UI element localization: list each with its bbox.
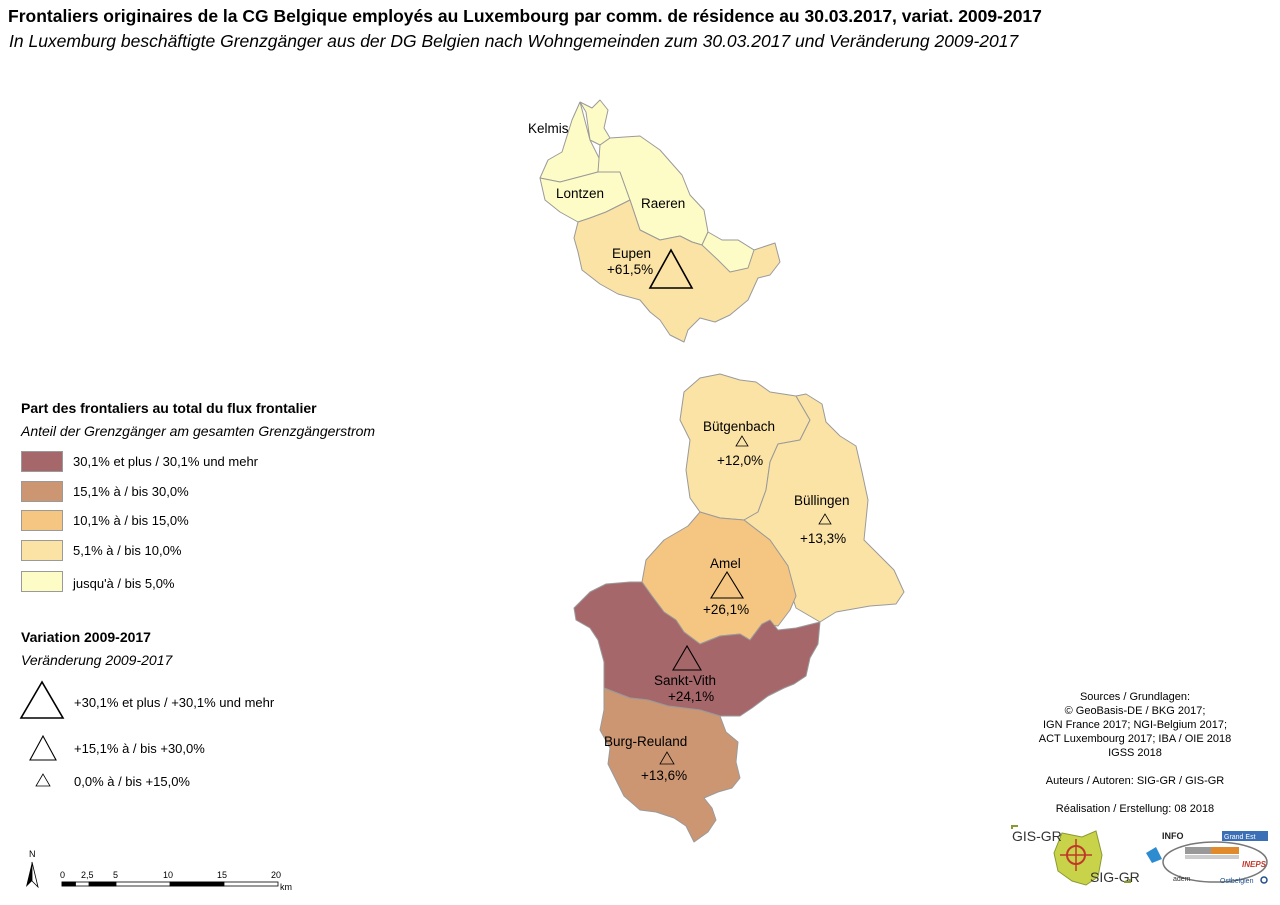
realisation-line: Réalisation / Erstellung: 08 2018: [1055, 803, 1215, 815]
legend-swatch-15-30: [21, 481, 63, 502]
map-title-fr: Frontaliers originaires de la CG Belgiqu…: [8, 6, 1042, 26]
label-amel: Amel: [710, 556, 741, 571]
legend-swatch-0-5: [21, 571, 63, 592]
commune-raeren-east[interactable]: [701, 231, 755, 273]
legend-label-large: +30,1% et plus / +30,1% und mehr: [74, 695, 275, 710]
label-buetgenbach: Bütgenbach: [703, 419, 775, 434]
triangle-burg-reuland: [659, 751, 675, 765]
commune-buellingen[interactable]: [743, 393, 905, 623]
triangle-buellingen: [818, 513, 832, 525]
gis-gr-logo-icon: GIS-GR SIG-GR: [1011, 825, 1140, 886]
legend-variation-title: Variation 2009-2017: [21, 629, 151, 645]
label-sankt-vith: Sankt-Vith: [654, 673, 716, 688]
legend-swatch-5-10: [21, 540, 63, 561]
label-kelmis: Kelmis: [528, 121, 569, 136]
label-buellingen: Büllingen: [794, 493, 850, 508]
scale-tick-10: 10: [163, 870, 173, 880]
legend-share-title: Part des frontaliers au total du flux fr…: [21, 400, 317, 416]
ostbelgien-logo-text: Ostbelgien: [1220, 878, 1254, 885]
authors-line: Auteurs / Autoren: SIG-GR / GIS-GR: [1045, 775, 1225, 787]
sources-line-5: IGSS 2018: [1108, 747, 1162, 759]
legend-large-triangle-icon: [19, 680, 65, 719]
map-title-de: In Luxemburg beschäftigte Grenzgänger au…: [9, 31, 1019, 51]
ineps-logo-text: INEPS: [1242, 860, 1267, 869]
variation-burg-reuland: +13,6%: [641, 768, 687, 783]
sources-line-3: IGN France 2017; NGI-Belgium 2017;: [1042, 719, 1228, 731]
variation-eupen: +61,5%: [607, 262, 653, 277]
adem-logo-text: adem: [1173, 876, 1191, 883]
legend-label-small: 0,0% à / bis +15,0%: [74, 774, 190, 789]
label-burg-reuland: Burg-Reuland: [604, 734, 687, 749]
sources-block: Sources / Grundlagen: © GeoBasis-DE / BK…: [1020, 690, 1250, 816]
variation-amel: +26,1%: [703, 602, 749, 617]
legend-medium-triangle-icon: [29, 734, 57, 761]
scale-tick-0: 0: [60, 870, 65, 880]
legend-label-5-10: 5,1% à / bis 10,0%: [73, 543, 182, 558]
legend-label-30plus: 30,1% et plus / 30,1% und mehr: [73, 454, 259, 469]
logos-block: GIS-GR SIG-GR INFO Grand Est INEPS adem …: [1011, 825, 1268, 886]
scale-tick-5: 5: [113, 870, 118, 880]
commune-eupen[interactable]: [573, 199, 781, 343]
gis-gr-text: GIS-GR: [1012, 828, 1062, 844]
scale-tick-2-5: 2,5: [81, 870, 94, 880]
legend-variation-subtitle: Veränderung 2009-2017: [21, 652, 173, 668]
triangle-amel: [710, 570, 744, 599]
commune-burg-reuland[interactable]: [599, 687, 741, 843]
grandest-logo-text: Grand Est: [1224, 834, 1256, 841]
legend-share-subtitle: Anteil der Grenzgänger am gesamten Grenz…: [21, 423, 376, 439]
scale-tick-15: 15: [217, 870, 227, 880]
legend-label-0-5: jusqu'à / bis 5,0%: [73, 576, 175, 591]
label-eupen: Eupen: [612, 246, 651, 261]
variation-sankt-vith: +24,1%: [668, 689, 714, 704]
legend-swatch-10-15: [21, 510, 63, 531]
variation-buellingen: +13,3%: [800, 531, 846, 546]
legend-label-medium: +15,1% à / bis +30,0%: [74, 741, 205, 756]
legend-label-15-30: 15,1% à / bis 30,0%: [73, 484, 189, 499]
sources-line-2: © GeoBasis-DE / BKG 2017;: [1064, 705, 1206, 717]
info-logo-text: INFO: [1162, 831, 1184, 841]
label-raeren: Raeren: [641, 196, 685, 211]
variation-buetgenbach: +12,0%: [717, 453, 763, 468]
scale-unit: km: [280, 882, 292, 892]
scale-tick-20: 20: [271, 870, 281, 880]
scale-bar: N 0 2,5 5 10 15 20 km: [26, 849, 292, 892]
triangle-eupen: [648, 248, 694, 289]
legend-label-10-15: 10,1% à / bis 15,0%: [73, 513, 189, 528]
triangle-buetgenbach: [735, 435, 749, 447]
label-lontzen: Lontzen: [556, 186, 604, 201]
triangle-sankt-vith: [672, 644, 702, 671]
partner-logos-icon: INFO Grand Est INEPS adem Ostbelgien: [1146, 831, 1268, 885]
legend-small-triangle-icon: [35, 773, 51, 787]
sig-gr-text: SIG-GR: [1090, 869, 1140, 885]
sources-line-1: Sources / Grundlagen:: [1079, 691, 1191, 703]
sources-line-4: ACT Luxembourg 2017; IBA / OIE 2018: [1038, 733, 1232, 745]
legend-swatch-30plus: [21, 451, 63, 472]
north-label: N: [29, 849, 36, 859]
north-arrow-icon: N: [26, 849, 39, 889]
